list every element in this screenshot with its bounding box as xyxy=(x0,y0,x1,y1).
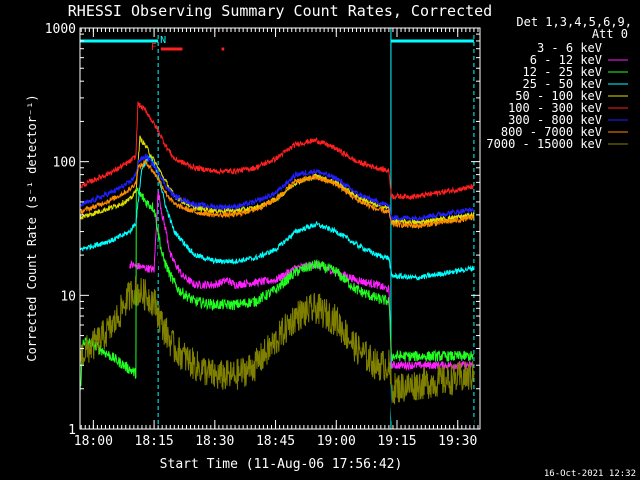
plot-area: FN 1 10 100 1000 18:00 18:15 18:30 18:45 19:00 19:… xyxy=(45,22,481,449)
chart-title: RHESSI Observing Summary Count Rates, Co… xyxy=(68,2,492,20)
series-line xyxy=(79,276,475,405)
y-tick-label: 100 xyxy=(53,156,76,171)
x-tick-label: 18:45 xyxy=(256,434,295,449)
x-tick-label: 19:15 xyxy=(377,434,416,449)
y-tick-label: 1000 xyxy=(45,22,76,37)
series-line xyxy=(79,187,475,393)
y-tick-label: 10 xyxy=(60,289,76,304)
legend-entry-label: 3 - 6 keV xyxy=(537,41,602,55)
y-tick-label: 1 xyxy=(68,423,76,438)
legend-entry-label: 12 - 25 keV xyxy=(523,65,602,79)
x-tick-label: 18:00 xyxy=(74,434,113,449)
x-tick-label: 18:15 xyxy=(135,434,174,449)
series-line xyxy=(79,190,475,431)
x-tick-label: 19:00 xyxy=(317,434,356,449)
series-line xyxy=(79,135,475,227)
legend-entry-label: 50 - 100 keV xyxy=(515,89,602,103)
legend-title-detectors: Det 1,3,4,5,6,9, xyxy=(516,15,632,29)
legend-entry-label: 800 - 7000 keV xyxy=(501,125,602,139)
legend-entry-label: 7000 - 15000 keV xyxy=(486,137,602,151)
legend-title-attenuator: Att 0 xyxy=(592,27,628,41)
legend-entry-label: 6 - 12 keV xyxy=(530,53,602,67)
x-axis-label: Start Time (11-Aug-06 17:56:42) xyxy=(160,457,403,472)
x-tick-label: 19:30 xyxy=(438,434,477,449)
legend-entry-label: 25 - 50 keV xyxy=(523,77,602,91)
series-line xyxy=(79,101,475,201)
legend-entry-label: 100 - 300 keV xyxy=(508,101,602,115)
flare-flag-label: F xyxy=(151,42,157,53)
night-flag-label: N xyxy=(160,35,166,46)
series-line xyxy=(129,190,475,372)
timestamp: 16-Oct-2021 12:32 xyxy=(544,469,636,479)
legend-entry-label: 300 - 800 keV xyxy=(508,113,602,127)
x-tick-label: 18:30 xyxy=(195,434,234,449)
y-axis-label: Corrected Count Rate (s⁻¹ detector⁻¹) xyxy=(25,94,39,361)
series-line xyxy=(79,159,475,230)
series-line xyxy=(79,153,475,222)
